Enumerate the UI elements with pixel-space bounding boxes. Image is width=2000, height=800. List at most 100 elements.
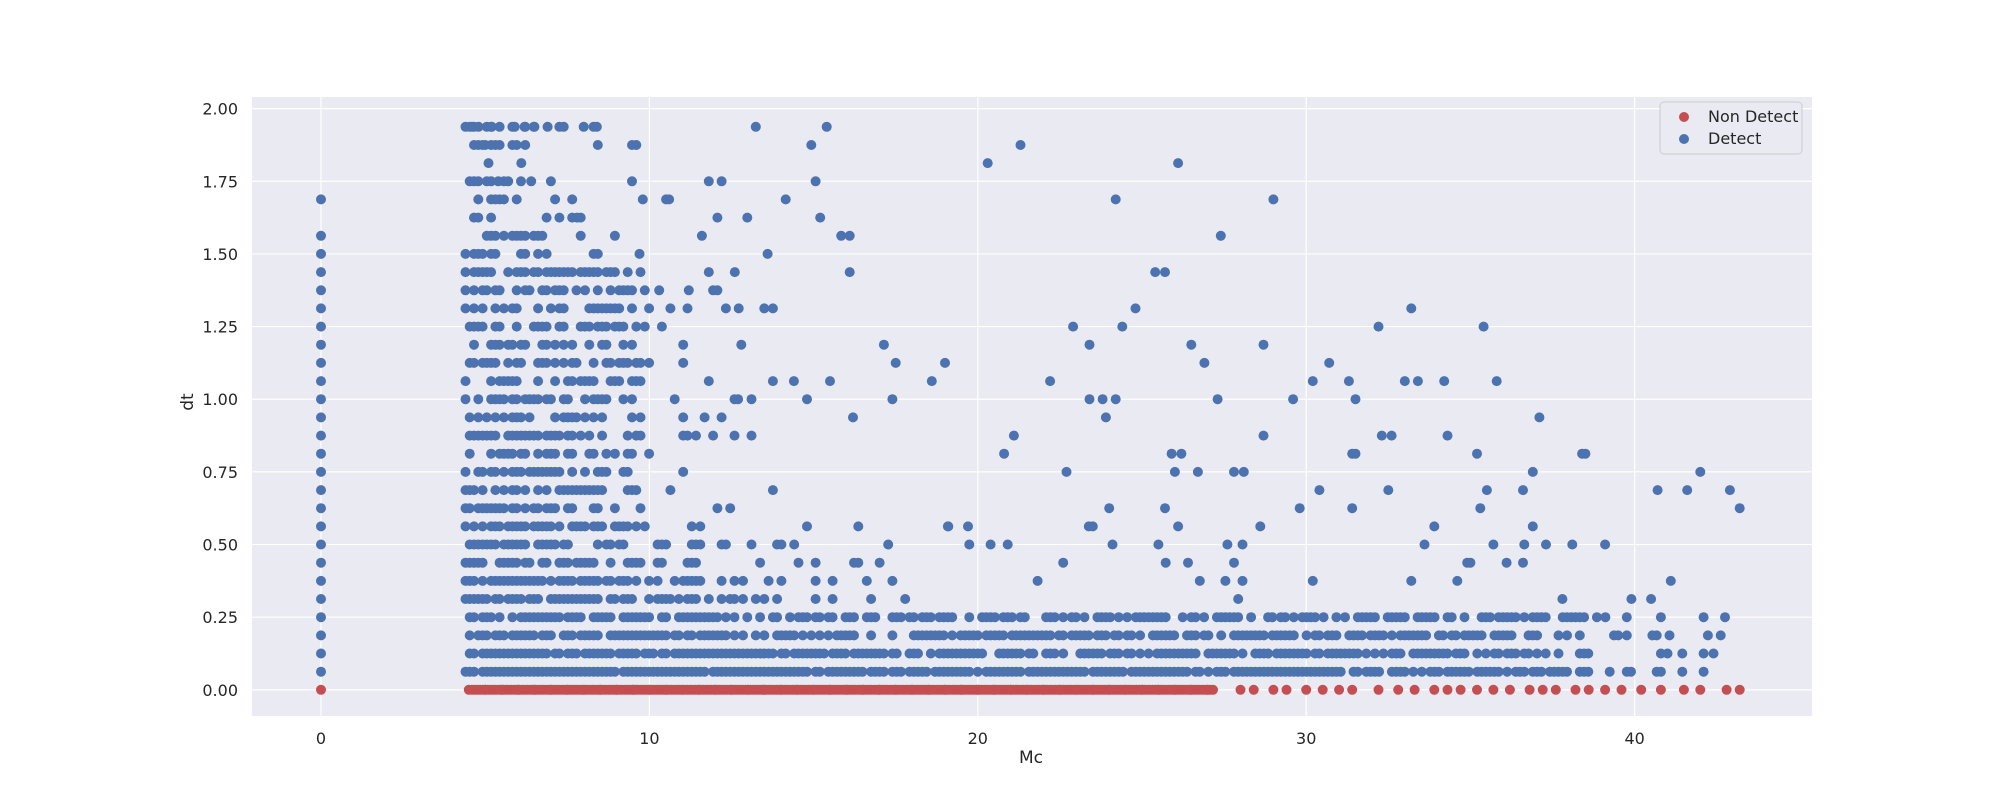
detect-point	[627, 303, 637, 314]
detect-point	[1222, 539, 1233, 550]
detect-point	[477, 248, 488, 259]
detect-point	[639, 285, 650, 296]
detect-point	[742, 212, 753, 223]
detect-point	[1439, 376, 1450, 387]
detect-point	[1058, 612, 1069, 623]
detect-point	[1646, 594, 1657, 604]
detect-point	[802, 666, 812, 677]
detect-point	[520, 503, 531, 514]
detect-point	[772, 612, 783, 623]
detect-point	[1408, 666, 1419, 677]
detect-point	[1068, 321, 1079, 332]
detect-point	[1182, 666, 1192, 677]
detect-point	[1220, 666, 1231, 677]
detect-point	[1169, 466, 1180, 477]
detect-point	[533, 303, 544, 314]
detect-point	[733, 303, 744, 314]
detect-point	[1491, 376, 1502, 387]
detect-point	[520, 248, 531, 259]
detect-point	[1583, 666, 1594, 677]
detect-point	[1238, 466, 1249, 477]
detect-point	[460, 521, 471, 532]
detect-point	[1493, 648, 1504, 659]
detect-point	[1465, 557, 1476, 568]
detect-point	[703, 376, 714, 387]
detect-point	[1212, 394, 1223, 405]
detect-point	[537, 230, 548, 241]
detect-point	[609, 594, 620, 604]
detect-point	[627, 448, 637, 459]
detect-point	[541, 557, 552, 568]
detect-point	[490, 539, 501, 550]
detect-point	[554, 648, 565, 659]
detect-point	[746, 430, 757, 441]
detect-point	[498, 303, 509, 314]
non-detect-point	[1734, 684, 1745, 695]
detect-point	[588, 557, 599, 568]
detect-point	[1540, 612, 1551, 623]
detect-point	[866, 594, 877, 604]
detect-point	[1314, 485, 1325, 496]
detect-point	[759, 630, 770, 641]
detect-point	[567, 267, 578, 278]
detect-point	[853, 557, 864, 568]
detect-point	[1540, 648, 1551, 659]
detect-point	[469, 485, 479, 496]
detect-point	[520, 539, 531, 550]
detect-point	[541, 648, 552, 659]
detect-point	[1429, 521, 1440, 532]
detect-point	[947, 612, 958, 623]
detect-point	[1376, 430, 1387, 441]
detect-point	[1173, 521, 1184, 532]
detect-point	[1378, 630, 1389, 641]
detect-point	[755, 557, 766, 568]
legend-marker-detect	[1679, 134, 1689, 144]
detect-point	[1583, 648, 1594, 659]
detect-point	[1084, 394, 1095, 405]
detect-point	[316, 485, 326, 496]
non-detect-point	[1429, 684, 1440, 695]
detect-point	[755, 612, 766, 623]
non-detect-point	[1235, 684, 1246, 695]
detect-point	[1258, 430, 1269, 441]
detect-point	[1117, 321, 1128, 332]
detect-point	[1288, 394, 1299, 405]
detect-point	[1567, 539, 1578, 550]
detect-point	[673, 594, 684, 604]
detect-point	[494, 521, 505, 532]
detect-point	[533, 430, 544, 441]
detect-point	[609, 448, 620, 459]
plot-background	[252, 97, 1812, 716]
detect-point	[1307, 376, 1318, 387]
detect-point	[541, 321, 552, 332]
detect-point	[473, 212, 484, 223]
detect-point	[580, 466, 590, 477]
detect-point	[575, 430, 586, 441]
detect-point	[840, 648, 851, 659]
detect-point	[509, 121, 520, 132]
detect-point	[1199, 612, 1210, 623]
detect-point	[511, 557, 522, 568]
detect-point	[844, 267, 855, 278]
detect-point	[635, 557, 646, 568]
detect-point	[1083, 630, 1094, 641]
detect-point	[483, 158, 494, 169]
detect-point	[964, 666, 975, 677]
detect-point	[720, 539, 731, 550]
detect-point	[767, 648, 778, 659]
series-non-detect	[316, 684, 1745, 695]
detect-point	[631, 321, 642, 332]
detect-point	[588, 448, 599, 459]
detect-point	[1399, 612, 1410, 623]
detect-point	[545, 630, 556, 641]
detect-point	[473, 176, 484, 187]
detect-point	[1288, 612, 1299, 623]
detect-point	[998, 630, 1009, 641]
detect-point	[1258, 630, 1269, 641]
detect-point	[1118, 666, 1128, 677]
detect-point	[720, 630, 731, 641]
detect-point	[1452, 575, 1463, 586]
detect-point	[661, 612, 672, 623]
detect-point	[703, 594, 714, 604]
